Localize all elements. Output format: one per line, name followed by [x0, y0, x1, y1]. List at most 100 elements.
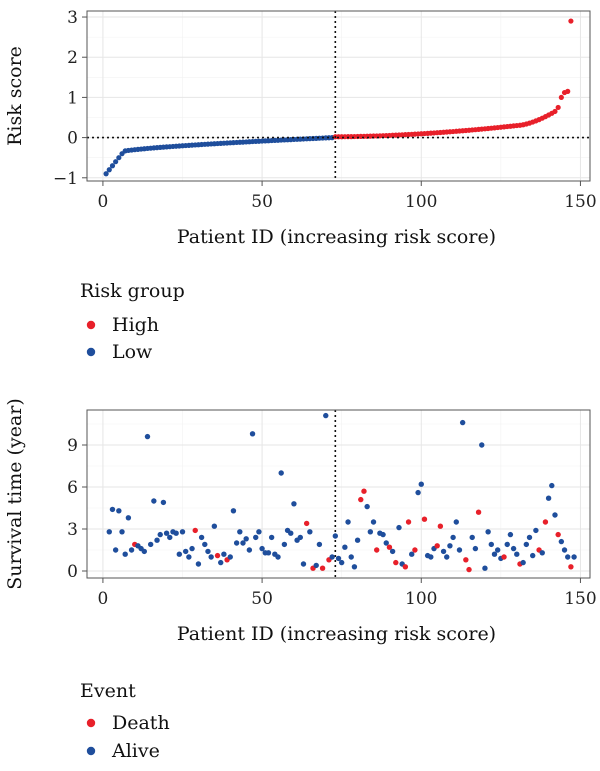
survival-point-alive — [354, 537, 361, 543]
survival-point-death — [386, 544, 393, 550]
legend-low-label: Low — [112, 341, 153, 363]
survival-point-alive — [253, 534, 259, 541]
survival-point-alive — [440, 548, 447, 555]
survival-point-alive — [125, 515, 132, 521]
survival-point-alive — [552, 512, 558, 518]
survival-point-alive — [389, 548, 396, 555]
legend-alive-label: Alive — [111, 740, 160, 762]
survival-point-alive — [335, 555, 342, 562]
survival-point-death — [405, 519, 412, 525]
survival-point-alive — [313, 562, 319, 569]
survival-point-alive — [558, 538, 565, 545]
survival-point-alive — [307, 529, 313, 535]
survival-point-death — [393, 559, 399, 566]
survival-point-alive — [246, 547, 253, 553]
risk-point-low — [113, 159, 119, 165]
survival-point-alive — [256, 529, 262, 535]
x-tick-label: 150 — [564, 589, 596, 609]
survival-point-alive — [323, 412, 329, 419]
survival-points — [106, 412, 577, 573]
risk-point-high — [565, 88, 571, 94]
risk-score-panel: 0 50 100 150 −1 0 1 2 3 Patient ID (increasing r… — [4, 8, 597, 248]
x-tick-label: 50 — [251, 192, 273, 212]
survival-point-alive — [485, 529, 491, 535]
survival-point-alive — [208, 554, 214, 560]
survival-point-alive — [520, 559, 526, 566]
risk-point-low — [109, 163, 116, 169]
survival-point-alive — [514, 551, 520, 557]
survival-point-death — [463, 557, 469, 563]
risk-score-panel-border — [86, 10, 591, 182]
survival-point-alive — [383, 540, 389, 546]
legend-death-marker — [86, 718, 96, 728]
survival-point-alive — [291, 501, 297, 507]
x-tick-label: 0 — [98, 589, 109, 609]
survival-point-death — [501, 554, 507, 560]
legend-low-marker — [86, 347, 96, 357]
event-legend-title: Event — [80, 680, 136, 702]
survival-point-alive — [249, 431, 256, 437]
survival-point-alive — [418, 481, 424, 487]
survival-point-death — [192, 527, 198, 534]
survival-point-death — [542, 519, 549, 525]
survival-point-alive — [494, 547, 501, 553]
survival-point-alive — [523, 541, 530, 548]
survival-point-alive — [342, 544, 348, 550]
survival-point-alive — [275, 554, 281, 560]
survival-point-alive — [409, 551, 415, 557]
survival-point-alive — [447, 543, 453, 549]
survival-point-death — [214, 552, 221, 559]
survival-point-death — [555, 531, 561, 538]
survival-point-alive — [160, 499, 167, 506]
survival-point-alive — [157, 531, 163, 538]
survival-point-alive — [329, 554, 335, 560]
y-tick-label: −1 — [53, 169, 78, 189]
survival-point-alive — [268, 534, 275, 541]
survival-point-alive — [549, 482, 555, 489]
survival-point-alive — [453, 519, 459, 525]
survival-point-alive — [444, 554, 450, 560]
survival-point-alive — [147, 541, 154, 548]
survival-point-alive — [167, 534, 173, 541]
y-tick-label: 0 — [67, 562, 78, 582]
survival-point-alive — [332, 533, 339, 539]
y-tick-label: 1 — [67, 88, 78, 108]
survival-point-alive — [316, 541, 323, 548]
survival-point-alive — [367, 529, 374, 535]
survival-point-alive — [297, 534, 303, 541]
survival-point-alive — [259, 545, 265, 552]
survival-point-alive — [154, 537, 160, 543]
risk-point-high — [555, 104, 561, 111]
survival-point-alive — [198, 534, 205, 541]
survival-point-alive — [240, 540, 246, 546]
survival-point-alive — [459, 419, 466, 426]
survival-point-alive — [469, 534, 475, 541]
survival-point-alive — [116, 508, 122, 514]
survival-point-alive — [205, 548, 211, 555]
survival-point-alive — [504, 541, 510, 548]
survival-point-alive — [281, 541, 288, 548]
survival-point-alive — [211, 523, 218, 529]
risk-point-high — [568, 18, 574, 24]
survival-point-alive — [179, 529, 186, 535]
survival-point-alive — [428, 554, 434, 560]
survival-point-alive — [195, 561, 202, 567]
survival-point-death — [475, 509, 482, 515]
survival-point-alive — [163, 530, 170, 536]
survival-point-alive — [176, 551, 183, 557]
risk-score-y-axis-label: Risk score — [4, 46, 26, 146]
survival-point-alive — [396, 524, 402, 531]
survival-point-alive — [265, 550, 272, 556]
survival-point-death — [421, 516, 428, 522]
survival-point-alive — [218, 559, 224, 566]
survival-point-death — [466, 566, 472, 573]
survival-ticks: 0 50 100 150 0 3 6 9 — [67, 436, 597, 609]
survival-point-alive — [507, 531, 514, 538]
survival-x-axis-label: Patient ID (increasing risk score) — [177, 623, 496, 645]
survival-point-alive — [565, 554, 571, 560]
risk-point-high — [552, 108, 558, 115]
legend-death-label: Death — [112, 712, 170, 734]
risk-point-low — [106, 167, 112, 173]
y-tick-label: 0 — [67, 129, 78, 149]
